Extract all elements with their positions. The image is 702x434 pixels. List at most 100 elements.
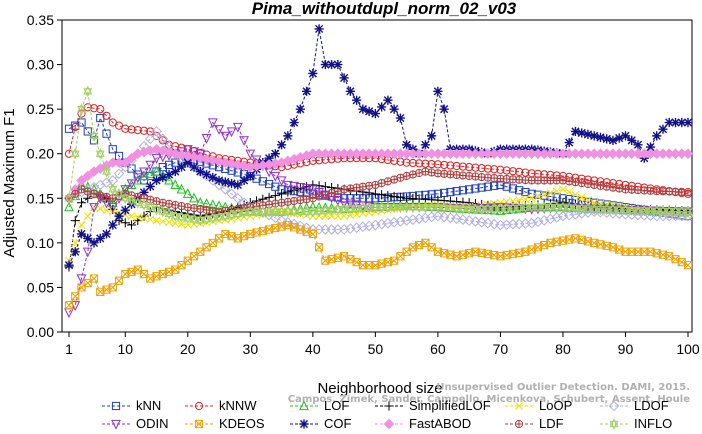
data-point — [389, 104, 399, 114]
series-layer — [63, 24, 694, 319]
data-point — [70, 147, 80, 160]
data-point — [64, 192, 74, 205]
data-point — [90, 203, 98, 212]
data-point — [389, 191, 399, 202]
data-point — [276, 140, 287, 150]
data-point — [565, 188, 574, 196]
data-point — [76, 229, 87, 239]
data-point — [195, 214, 205, 227]
data-point — [526, 217, 537, 229]
data-point — [532, 216, 544, 228]
data-point — [471, 184, 480, 193]
data-point — [395, 201, 405, 213]
data-point — [432, 210, 444, 222]
data-point — [102, 129, 111, 138]
data-point — [345, 223, 356, 234]
data-point — [521, 187, 530, 197]
data-point — [445, 202, 455, 214]
data-point — [463, 215, 475, 226]
legend-item-fastabod: FastABOD — [375, 416, 471, 431]
data-point — [108, 283, 117, 292]
data-point — [602, 203, 612, 216]
data-point — [514, 202, 524, 214]
data-point — [195, 166, 205, 177]
data-point — [89, 274, 99, 283]
plot-frame — [61, 19, 693, 333]
data-point — [477, 164, 486, 173]
data-point — [627, 135, 637, 145]
data-point — [158, 205, 168, 218]
data-point — [413, 213, 425, 225]
data-point — [120, 192, 130, 205]
data-point — [564, 201, 574, 214]
data-point — [483, 182, 493, 191]
data-point — [614, 133, 624, 143]
data-point — [521, 201, 530, 214]
data-point — [358, 202, 368, 214]
data-point — [608, 135, 618, 145]
data-point — [158, 172, 168, 183]
data-point — [584, 196, 592, 205]
data-point — [471, 203, 480, 215]
data-point — [488, 218, 500, 230]
legend-marker — [514, 419, 524, 429]
data-point — [71, 189, 80, 198]
y-tick-label: 0.35 — [27, 12, 54, 28]
data-point — [314, 187, 325, 198]
data-point — [239, 175, 249, 186]
data-point — [558, 185, 567, 194]
data-point — [64, 308, 74, 319]
data-point — [557, 210, 569, 222]
data-point — [683, 261, 693, 270]
data-point — [483, 203, 493, 215]
data-point — [307, 185, 318, 196]
data-point — [245, 149, 256, 160]
axes: 1 10 20 30 40 50 60 70 80 90 100 0.00 0.05 0.10 0.15 0.… — [27, 12, 700, 357]
data-point — [276, 189, 287, 199]
data-point — [465, 162, 474, 172]
watermark-line-2: Unsupervised Outlier Detection. DAMI, 20… — [436, 382, 690, 393]
data-point — [577, 128, 587, 138]
legend-marker — [299, 400, 309, 411]
data-point — [452, 202, 462, 214]
data-point — [101, 229, 112, 239]
data-point — [345, 86, 355, 96]
plot-area — [61, 19, 693, 333]
data-point — [320, 182, 330, 192]
data-point — [308, 194, 317, 203]
legend-item-cof: COF — [290, 416, 352, 431]
data-point — [321, 190, 330, 199]
data-point — [427, 131, 437, 141]
x-tick-label: 70 — [493, 341, 509, 357]
data-point — [320, 59, 330, 70]
data-point — [383, 191, 393, 201]
data-point — [377, 102, 387, 112]
data-point — [226, 127, 237, 138]
data-point — [345, 199, 356, 210]
data-point — [533, 201, 543, 213]
data-point — [120, 185, 131, 196]
data-point — [377, 201, 387, 213]
data-point — [96, 105, 105, 114]
data-point — [345, 202, 355, 215]
data-point — [133, 213, 142, 222]
x-tick-label: 100 — [676, 341, 700, 357]
legend-item-inflo: INFLO — [600, 416, 672, 431]
data-point — [390, 175, 399, 184]
data-point — [70, 247, 80, 257]
data-point — [577, 193, 586, 202]
data-point — [145, 181, 155, 191]
legend-item-odin: ODIN — [102, 416, 169, 431]
legend-marker — [111, 401, 121, 411]
data-point — [677, 205, 687, 218]
data-point — [364, 201, 374, 214]
data-point — [64, 201, 74, 212]
legend-item-lof: LOF — [290, 398, 349, 413]
data-point — [314, 205, 324, 217]
data-point — [508, 202, 518, 214]
data-point — [639, 204, 649, 217]
data-point — [133, 125, 142, 135]
data-point — [683, 117, 693, 128]
data-point — [608, 203, 618, 216]
